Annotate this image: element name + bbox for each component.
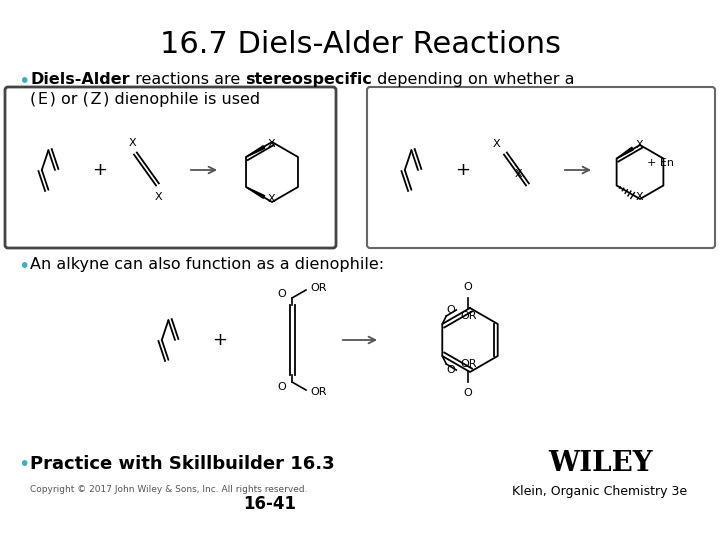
Text: •: • <box>18 72 30 91</box>
Text: O: O <box>446 305 454 315</box>
Text: X: X <box>636 192 643 202</box>
Text: +: + <box>212 331 228 349</box>
Text: •: • <box>18 257 30 276</box>
Text: Practice with Skillbuilder 16.3: Practice with Skillbuilder 16.3 <box>30 455 335 473</box>
Text: X: X <box>514 170 522 179</box>
Text: Diels-Alder: Diels-Alder <box>30 72 130 87</box>
Text: X: X <box>636 140 643 151</box>
Text: X: X <box>154 192 162 202</box>
Text: WILEY: WILEY <box>548 450 652 477</box>
Polygon shape <box>246 146 265 157</box>
FancyBboxPatch shape <box>367 87 715 248</box>
Text: O: O <box>278 289 287 299</box>
FancyBboxPatch shape <box>5 87 336 248</box>
Text: X: X <box>268 139 276 149</box>
Text: OR: OR <box>310 283 326 293</box>
Polygon shape <box>616 147 634 159</box>
Text: ( E ) or ( Z ) dienophile is used: ( E ) or ( Z ) dienophile is used <box>30 92 260 107</box>
Polygon shape <box>246 187 265 198</box>
Text: X: X <box>128 138 136 147</box>
Text: 16.7 Diels-Alder Reactions: 16.7 Diels-Alder Reactions <box>160 30 560 59</box>
Text: An alkyne can also function as a dienophile:: An alkyne can also function as a dienoph… <box>30 257 384 272</box>
Text: 16-41: 16-41 <box>243 495 297 513</box>
Text: +: + <box>92 161 107 179</box>
Text: O: O <box>278 382 287 392</box>
Text: + En: + En <box>647 159 674 168</box>
Text: Klein, Organic Chemistry 3e: Klein, Organic Chemistry 3e <box>513 485 688 498</box>
Text: •: • <box>18 455 30 474</box>
Text: Copyright © 2017 John Wiley & Sons, Inc. All rights reserved.: Copyright © 2017 John Wiley & Sons, Inc.… <box>30 485 307 494</box>
Text: OR: OR <box>460 359 477 369</box>
Text: +: + <box>456 161 470 179</box>
Text: stereospecific: stereospecific <box>245 72 372 87</box>
Text: X: X <box>492 139 500 148</box>
Text: reactions are: reactions are <box>130 72 245 87</box>
Text: O: O <box>446 365 454 375</box>
Text: OR: OR <box>460 311 477 321</box>
Text: O: O <box>464 282 472 292</box>
Text: OR: OR <box>310 387 326 397</box>
Text: X: X <box>268 194 276 204</box>
Text: depending on whether a: depending on whether a <box>372 72 575 87</box>
Text: O: O <box>464 388 472 398</box>
